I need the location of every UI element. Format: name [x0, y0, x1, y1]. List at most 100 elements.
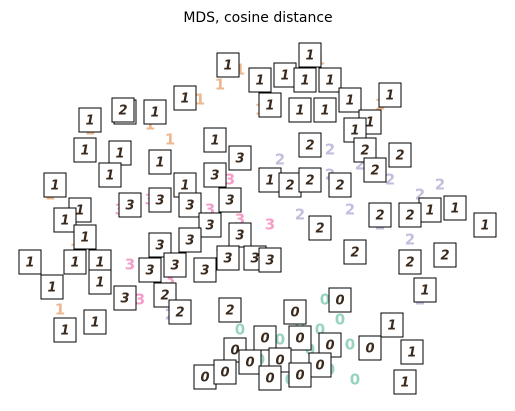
thumbnail-digit: 3	[170, 259, 179, 274]
thumbnail-box	[148, 232, 172, 258]
thumbnail-digit: 1	[180, 92, 189, 107]
thumbnail-digit: 0	[325, 339, 334, 354]
thumbnail-digit: 2	[350, 246, 359, 261]
thumbnail-box	[193, 257, 217, 283]
thumbnail-digit: 1	[90, 316, 99, 331]
thumbnail-box	[98, 162, 122, 188]
thumbnail-digit: 0	[335, 294, 344, 309]
thumbnail-digit: 1	[450, 202, 459, 217]
point-label: 1	[215, 76, 225, 94]
thumbnail-box	[328, 287, 352, 313]
point-label: 1	[235, 61, 245, 79]
thumbnail-digit: 0	[295, 332, 304, 347]
thumbnail-digit: 0	[290, 306, 299, 321]
thumbnail-digit: 1	[115, 147, 124, 162]
point-label: 2	[385, 171, 395, 189]
thumbnail-box	[388, 142, 412, 168]
thumbnail-box	[293, 67, 317, 93]
thumbnail-digit: 1	[387, 319, 396, 334]
thumbnail-digit: 1	[265, 99, 274, 114]
thumbnail-digit: 1	[180, 179, 189, 194]
thumbnail-digit: 2	[405, 209, 414, 224]
thumbnail-box	[258, 365, 282, 391]
thumbnail-box	[203, 127, 227, 153]
thumbnail-digit: 1	[223, 59, 232, 74]
point-label: 0	[320, 291, 330, 309]
thumbnail-digit: 1	[365, 116, 374, 131]
thumbnail-box	[40, 274, 64, 300]
thumbnail-box	[443, 195, 467, 221]
thumbnail-digit: 2	[370, 164, 379, 179]
point-label: 0	[345, 336, 355, 354]
thumbnail-box	[393, 369, 417, 395]
thumbnail-box	[216, 52, 240, 78]
thumbnail-box	[288, 325, 312, 351]
point-label: 0	[275, 331, 285, 349]
thumbnail-digit: 0	[365, 342, 374, 357]
point-label: 3	[165, 271, 175, 289]
thumbnail-box	[168, 299, 192, 325]
thumbnail-digit: 3	[205, 219, 214, 234]
thumbnail-digit: 2	[160, 289, 169, 304]
thumbnail-box	[53, 207, 77, 233]
point-label: 1	[55, 301, 65, 319]
thumbnail-digit: 3	[223, 252, 232, 267]
thumbnail-box	[258, 92, 282, 118]
thumbnail-digit: 1	[105, 169, 114, 184]
thumbnail-box	[83, 309, 107, 335]
thumbnail-box	[203, 162, 227, 188]
thumbnail-box	[148, 149, 172, 175]
point-label: 2	[295, 206, 305, 224]
thumbnail-digit: 2	[335, 179, 344, 194]
thumbnail-digit: 3	[235, 229, 244, 244]
thumbnail-box	[308, 215, 332, 241]
thumbnail-digit: 3	[155, 194, 164, 209]
thumbnail-digit: 3	[185, 199, 194, 214]
thumbnail-box	[473, 212, 497, 238]
thumbnail-digit: 1	[47, 281, 56, 296]
thumbnail-box	[258, 247, 282, 273]
thumbnail-digit: 2	[440, 249, 449, 264]
thumbnail-digit: 1	[345, 94, 354, 109]
thumbnail-box	[43, 172, 67, 198]
thumbnail-digit: 1	[210, 134, 219, 149]
thumbnail-box	[73, 224, 97, 250]
thumbnail-digit: 3	[185, 234, 194, 249]
point-label: 0	[315, 321, 325, 339]
thumbnail-box	[313, 97, 337, 123]
thumbnail-digit: 1	[300, 74, 309, 89]
thumbnail-box	[198, 212, 222, 238]
thumbnail-box	[216, 245, 240, 271]
point-label: 1	[195, 91, 205, 109]
thumbnail-box	[228, 222, 252, 248]
thumbnail-digit: 1	[295, 104, 304, 119]
thumbnail-digit: 1	[407, 346, 416, 361]
thumbnail-digit: 1	[255, 74, 264, 89]
point-label: 3	[135, 291, 145, 309]
thumbnail-digit: 1	[155, 156, 164, 171]
thumbnail-box	[283, 299, 307, 325]
thumbnail-box	[148, 187, 172, 213]
thumbnail-box	[178, 192, 202, 218]
thumbnail-digit: 1	[80, 144, 89, 159]
thumbnail-digit: 1	[320, 104, 329, 119]
thumbnail-box	[368, 202, 392, 228]
thumbnail-box	[298, 132, 322, 158]
thumbnail-digit: 0	[260, 332, 269, 347]
thumbnail-digit: 0	[265, 372, 274, 387]
thumbnail-box	[88, 269, 112, 295]
point-label: 2	[325, 141, 335, 159]
thumbnail-digit: 1	[50, 179, 59, 194]
thumbnail-digit: 1	[325, 74, 334, 89]
thumbnail-digit: 1	[95, 256, 104, 271]
thumbnail-digit: 3	[120, 292, 129, 307]
thumbnail-box	[380, 312, 404, 338]
thumbnail-digit: 0	[315, 359, 324, 374]
point-label: 2	[345, 201, 355, 219]
thumbnail-box	[363, 157, 387, 183]
thumbnail-box	[18, 249, 42, 275]
point-label: 3	[125, 256, 135, 274]
thumbnail-digit: 2	[285, 179, 294, 194]
thumbnail-digit: 0	[295, 369, 304, 384]
